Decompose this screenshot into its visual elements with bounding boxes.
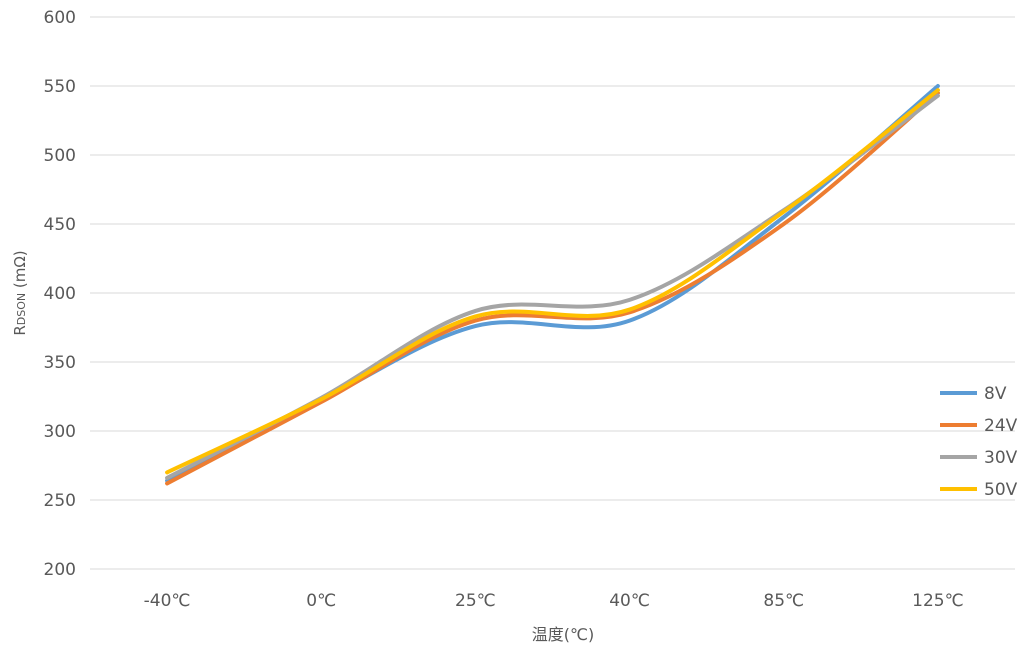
y-tick-label: 550 xyxy=(44,77,76,97)
y-tick-label: 300 xyxy=(44,422,76,442)
y-axis-title-unit: (mΩ) xyxy=(11,250,29,293)
gridlines xyxy=(90,16,1015,570)
legend-label-24v: 24V xyxy=(984,416,1018,436)
y-axis-title-main: R xyxy=(11,325,29,335)
y-tick-label: 350 xyxy=(44,353,76,373)
series-line-30v xyxy=(165,93,940,480)
x-axis-ticks: -40℃ 0℃ 25℃ 40℃ 85℃ 125℃ xyxy=(144,591,964,611)
series-line-24v xyxy=(165,90,940,486)
y-axis-title: RDSON (mΩ) xyxy=(11,250,29,335)
x-tick-label: 40℃ xyxy=(609,591,650,611)
x-tick-label: 25℃ xyxy=(455,591,496,611)
legend: 8V 24V 30V 50V xyxy=(940,384,1018,500)
y-tick-label: 600 xyxy=(44,8,76,28)
series-lines xyxy=(165,84,940,486)
x-axis-title: 温度(℃) xyxy=(532,625,594,644)
series-line-50v xyxy=(165,88,940,475)
y-tick-label: 200 xyxy=(44,560,76,580)
x-tick-label: 85℃ xyxy=(763,591,804,611)
y-tick-label: 500 xyxy=(44,146,76,166)
y-axis-title-sub: DSON xyxy=(15,293,28,325)
y-tick-label: 450 xyxy=(44,215,76,235)
y-tick-label: 400 xyxy=(44,284,76,304)
legend-label-30v: 30V xyxy=(984,448,1018,468)
legend-label-8v: 8V xyxy=(984,384,1007,404)
y-tick-label: 250 xyxy=(44,491,76,511)
x-tick-label: 0℃ xyxy=(306,591,336,611)
x-tick-label: -40℃ xyxy=(144,591,191,611)
legend-label-50v: 50V xyxy=(984,480,1018,500)
y-axis-ticks: 200 250 300 350 400 450 500 550 600 xyxy=(44,8,76,580)
x-tick-label: 125℃ xyxy=(912,591,964,611)
